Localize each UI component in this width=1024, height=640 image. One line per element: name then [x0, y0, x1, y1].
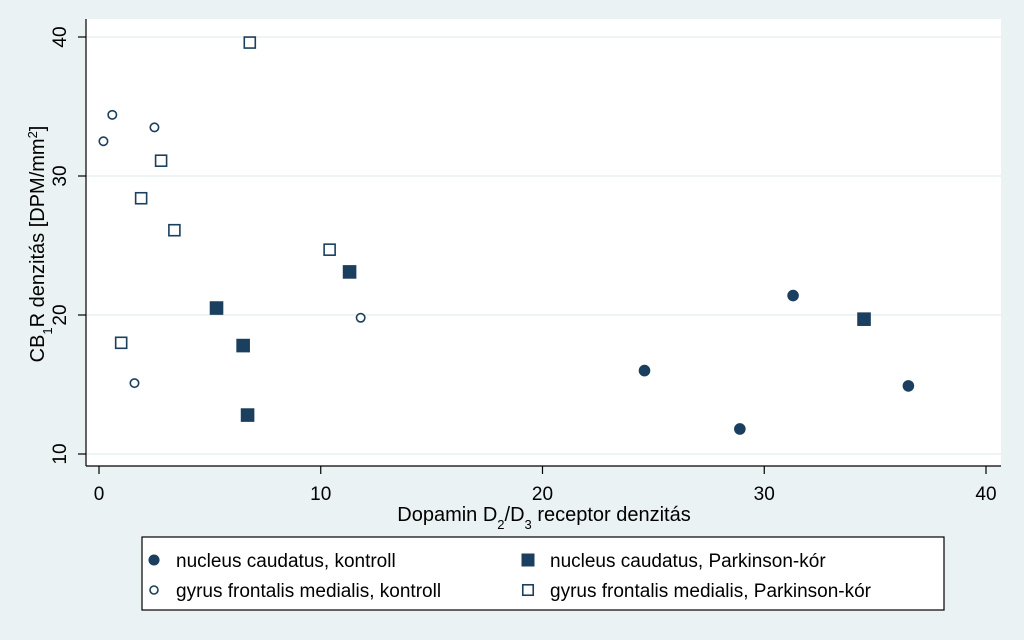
data-points: [98, 36, 915, 435]
data-point: [236, 338, 250, 353]
x-tick-label: 10: [310, 484, 331, 505]
data-point: [209, 301, 224, 315]
data-point: [240, 408, 255, 422]
series-2: [209, 265, 871, 422]
legend-label: gyrus frontalis medialis, kontroll: [176, 581, 441, 602]
y-tick-label: 10: [50, 443, 71, 464]
legend-label: nucleus caudatus, Parkinson-kór: [550, 551, 826, 572]
legend-marker: [149, 585, 159, 595]
legend-marker: [148, 554, 160, 566]
y-tick-label: 20: [50, 304, 71, 325]
legend: nucleus caudatus, kontroll gyrus frontali…: [141, 536, 945, 611]
y-axis-label: CB1R denzitás [DPM/mm2]: [25, 126, 55, 363]
data-point: [342, 265, 357, 279]
data-point: [154, 154, 168, 168]
y-tick-label: 40: [50, 26, 71, 47]
legend-label: gyrus frontalis medialis, Parkinson-kór: [550, 581, 872, 602]
data-point: [107, 109, 118, 120]
data-point: [149, 122, 160, 133]
data-point: [638, 364, 651, 377]
data-point: [98, 136, 109, 147]
x-tick-label: 40: [975, 484, 996, 505]
data-point: [243, 36, 257, 49]
data-point: [168, 223, 181, 237]
legend-label: nucleus caudatus, kontroll: [176, 551, 396, 572]
data-point: [134, 191, 148, 205]
axes: 10 20 30 40 0 10 20 30 40: [50, 19, 1001, 505]
data-point: [114, 336, 128, 350]
series-3: [98, 109, 366, 389]
plot-area: [86, 19, 1001, 466]
legend-marker: [521, 583, 535, 597]
data-point: [355, 312, 366, 323]
data-point: [902, 380, 915, 392]
x-tick-label: 0: [94, 484, 105, 505]
data-point: [323, 243, 336, 256]
data-point: [857, 312, 871, 326]
legend-marker: [521, 553, 535, 567]
data-point: [787, 289, 799, 302]
data-point: [734, 423, 746, 435]
legend-box: [141, 536, 945, 611]
grid-lines: [86, 36, 1001, 455]
series-4: [114, 36, 336, 350]
data-point: [129, 378, 140, 389]
y-tick-label: 30: [50, 165, 71, 186]
x-tick-label: 20: [532, 484, 553, 505]
series-1: [638, 289, 915, 435]
x-tick-label: 30: [754, 484, 775, 505]
x-axis-label: Dopamin D2/D3 receptor denzitás: [397, 504, 691, 532]
